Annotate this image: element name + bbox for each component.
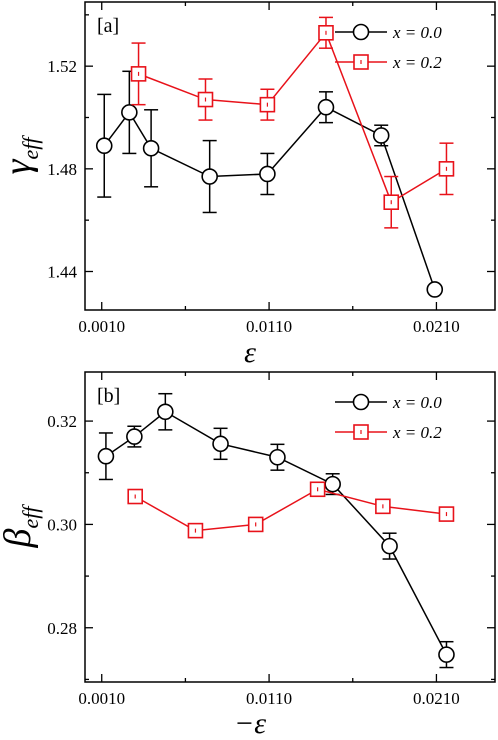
panel-label: [b] [97, 385, 120, 407]
series-line [134, 488, 447, 532]
panel-b: 0.0010 0.0110 0.0210 0.28 0.30 0.32 −ε βeff [b] x… [0, 371, 496, 740]
x-tick-label: 0.0210 [413, 689, 460, 708]
legend-label: x = 0.2 [392, 53, 442, 72]
legend-label: x = 0.2 [392, 423, 442, 442]
plot-frame [84, 1, 496, 311]
data-point [95, 137, 113, 155]
y-tick-label: 0.28 [47, 619, 77, 638]
x-tick-label: 0.0210 [413, 317, 460, 336]
y-axis-label-main: β [0, 528, 39, 548]
y-tick-label: 1.52 [47, 57, 77, 76]
legend-entry: x = 0.2 [335, 423, 442, 442]
series-0 [95, 70, 444, 298]
y-axis-label-subscript: eff [18, 504, 43, 529]
data-point [201, 168, 218, 185]
data-point [121, 104, 138, 121]
data-point [142, 140, 160, 157]
x-axis-label: −ε [234, 707, 266, 740]
legend-entry: x = 0.2 [335, 53, 442, 72]
legend-entry: x = 0.0 [335, 393, 442, 412]
data-point [157, 403, 174, 421]
data-point [426, 281, 444, 298]
legend-marker [352, 23, 370, 41]
data-point [126, 428, 143, 445]
data-point [97, 447, 115, 465]
panel-label: [a] [97, 15, 119, 37]
x-tick-label: 0.0010 [78, 689, 125, 708]
series-1 [127, 481, 455, 539]
y-axis-label-main: γ [0, 158, 39, 174]
y-axis-label-subscript: eff [18, 135, 43, 160]
data-point [212, 435, 229, 453]
y-tick-label: 1.44 [47, 263, 77, 282]
series-line [138, 31, 447, 204]
panel-a: 0.0010 0.0110 0.0210 1.44 1.48 1.52 ε γeff [a] x … [0, 1, 496, 369]
series-0 [97, 392, 455, 669]
legend-entry: x = 0.0 [335, 23, 442, 42]
data-point [269, 448, 286, 466]
series-1 [130, 16, 455, 229]
legend-marker [352, 393, 370, 411]
legend-label: x = 0.0 [392, 23, 442, 42]
y-axis-label: βeff [0, 504, 43, 549]
y-tick-label: 1.48 [47, 160, 77, 179]
data-point [317, 98, 335, 116]
y-tick-label: 0.30 [47, 515, 77, 534]
data-point [381, 537, 398, 555]
legend-label: x = 0.0 [392, 393, 442, 412]
y-axis-label: γeff [0, 135, 43, 175]
y-tick-label: 0.32 [47, 412, 77, 431]
plot-frame [84, 371, 496, 683]
x-axis-label: ε [244, 336, 256, 369]
data-point [259, 165, 276, 183]
data-point [438, 646, 455, 663]
data-point [372, 127, 390, 144]
data-point [324, 475, 341, 493]
x-tick-label: 0.0010 [78, 317, 125, 336]
x-tick-label: 0.0110 [246, 317, 292, 336]
x-tick-label: 0.0110 [246, 689, 292, 708]
